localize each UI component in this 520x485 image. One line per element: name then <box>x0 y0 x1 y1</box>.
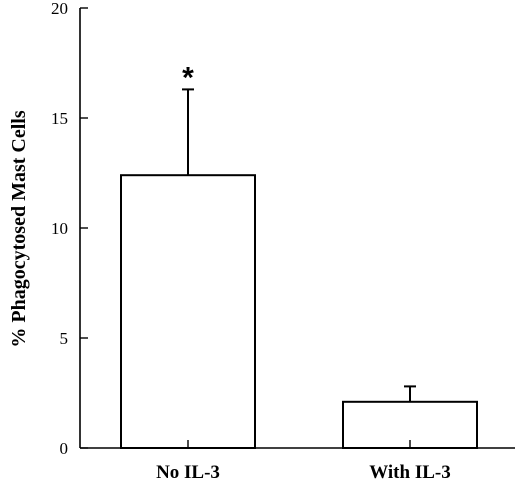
y-axis-title: % Phagocytosed Mast Cells <box>8 110 30 347</box>
bar <box>120 174 256 449</box>
y-tick-label: 0 <box>60 439 69 458</box>
x-tick-label: No IL-3 <box>156 462 220 483</box>
y-tick-label: 10 <box>51 219 68 238</box>
x-tick-label: With IL-3 <box>369 462 450 483</box>
y-tick-label: 5 <box>60 329 69 348</box>
plot-area: 0 5 10 15 20 No IL-3 With IL-3 * <box>51 0 515 483</box>
y-tick-label: 15 <box>51 109 68 128</box>
significance-annotation: * <box>182 61 194 94</box>
y-tick-label: 20 <box>51 0 68 18</box>
